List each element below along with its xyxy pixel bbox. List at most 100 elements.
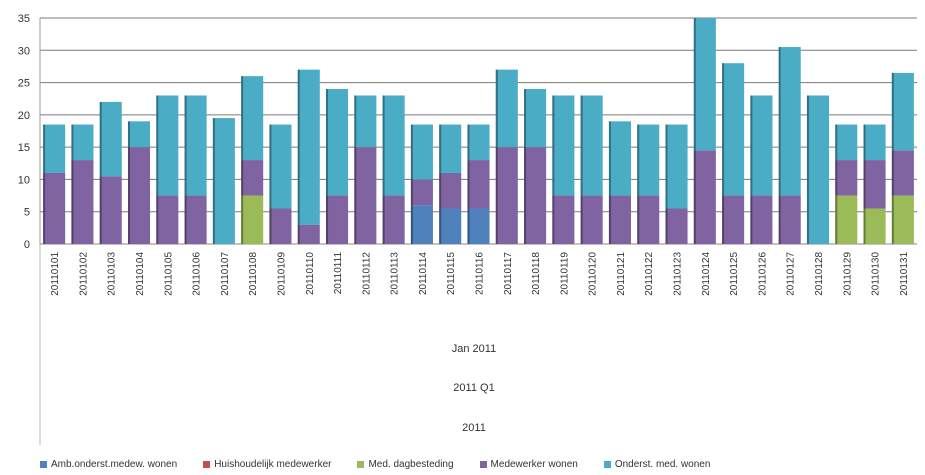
bar-edge (580, 95, 583, 244)
bar-segment (212, 118, 235, 244)
legend-item: Amb.onderst.medew. wonen (40, 456, 177, 472)
bar-edge (410, 124, 413, 244)
bar-segment (410, 124, 433, 180)
bar-edge (99, 101, 102, 244)
bar-segment (524, 89, 547, 148)
bar-segment (778, 195, 801, 244)
bar-segment (156, 95, 179, 196)
bar-segment (156, 195, 179, 244)
x-tick-label: 20110124 (701, 252, 712, 296)
x-tick-label: 20110107 (220, 252, 231, 296)
bar-segment (467, 124, 490, 161)
bar-segment (99, 176, 122, 244)
bar-segment (665, 208, 688, 244)
bar-segment (750, 195, 773, 244)
bar-edge (750, 95, 753, 244)
legend-swatch (479, 460, 487, 468)
legend-swatch (357, 460, 365, 468)
bar-segment (524, 147, 547, 244)
bar-segment (467, 208, 490, 244)
y-tick-label: 5 (24, 207, 30, 219)
bar-segment (43, 124, 66, 173)
x-tick-label: 20110131 (899, 252, 910, 296)
y-tick-label: 20 (18, 110, 30, 122)
legend-label: Medewerker wonen (490, 458, 578, 470)
bar-edge (241, 76, 244, 244)
x-tick-label: 20110110 (305, 252, 316, 295)
x-axis: 20110101 20110102 20110103 20110104 20110105… (50, 252, 910, 296)
bar-edge (722, 63, 725, 245)
bar-edge (637, 124, 640, 244)
bar-edge (665, 124, 668, 244)
bar-segment (241, 160, 264, 196)
x-tick-label: 20110123 (673, 252, 684, 296)
bar-segment (637, 124, 660, 196)
bar-segment (891, 150, 914, 196)
bar-segment (354, 95, 377, 148)
x-tick-label: 20110116 (475, 252, 486, 295)
bar-edge (297, 69, 300, 245)
bar-series (43, 18, 914, 245)
bar-segment (127, 121, 151, 148)
bar-segment (326, 195, 349, 244)
legend-item: Huishoudelijk medewerker (203, 456, 331, 472)
x-tick-label: 20110120 (588, 252, 599, 296)
x-tick-label: 20110128 (814, 252, 825, 296)
x-tick-label: 20110122 (644, 252, 655, 296)
bar-segment (722, 195, 745, 244)
x-tick-label: 20110111 (333, 252, 344, 295)
bar-segment (99, 101, 122, 177)
bar-segment (552, 195, 575, 244)
bar-edge (524, 89, 527, 245)
y-tick-label: 10 (18, 174, 30, 186)
x-tick-label: 20110108 (248, 252, 259, 296)
bar-segment (580, 95, 603, 196)
bar-edge (326, 89, 329, 245)
bar-edge (156, 95, 159, 244)
bar-edge (835, 124, 838, 244)
bar-segment (439, 172, 462, 209)
bar-segment (637, 195, 660, 244)
bar-edge (608, 121, 611, 244)
bar-segment (863, 208, 886, 244)
bar-segment (750, 95, 773, 196)
bar-edge (439, 124, 442, 244)
legend-label: Huishoudelijk medewerker (214, 458, 332, 470)
bar-edge (552, 95, 555, 244)
bar-segment (184, 95, 207, 196)
x-tick-label: 20110129 (842, 252, 853, 296)
x-group-label: Jan 2011 (452, 343, 496, 355)
legend-swatch (603, 460, 611, 468)
bar-edge (495, 69, 498, 245)
bar-segment (495, 69, 518, 148)
bar-edge (467, 124, 470, 244)
x-tick-label: 20110119 (559, 252, 570, 295)
x-tick-label: 20110121 (616, 252, 627, 296)
y-tick-label: 15 (18, 142, 30, 154)
x-tick-label: 20110103 (107, 252, 118, 296)
bar-segment (439, 208, 462, 244)
bar-edge (127, 121, 130, 244)
bar-segment (71, 160, 94, 244)
bar-segment (127, 147, 151, 244)
bar-segment (269, 208, 292, 244)
legend-item: Medewerker wonen (479, 456, 578, 472)
x-tick-label: 20110115 (446, 252, 457, 295)
x-group-label: 2011 Q1 (453, 382, 494, 394)
x-tick-label: 20110125 (729, 252, 740, 296)
bar-segment (693, 150, 716, 244)
bar-segment (297, 69, 320, 225)
legend-label: Onderst. med. wonen (614, 458, 711, 470)
y-tick-label: 30 (18, 45, 30, 57)
legend-item: Onderst. med. wonen (603, 456, 711, 472)
bar-segment (778, 47, 801, 196)
y-axis: 0 5 10 15 20 25 30 35 (18, 13, 41, 251)
x-tick-label: 20110101 (50, 252, 61, 296)
bar-edge (382, 95, 385, 244)
bar-edge (269, 124, 272, 244)
bar-edge (212, 118, 215, 244)
bar-edge (43, 124, 46, 244)
x-tick-label: 20110109 (276, 252, 287, 296)
bar-segment (382, 195, 405, 244)
